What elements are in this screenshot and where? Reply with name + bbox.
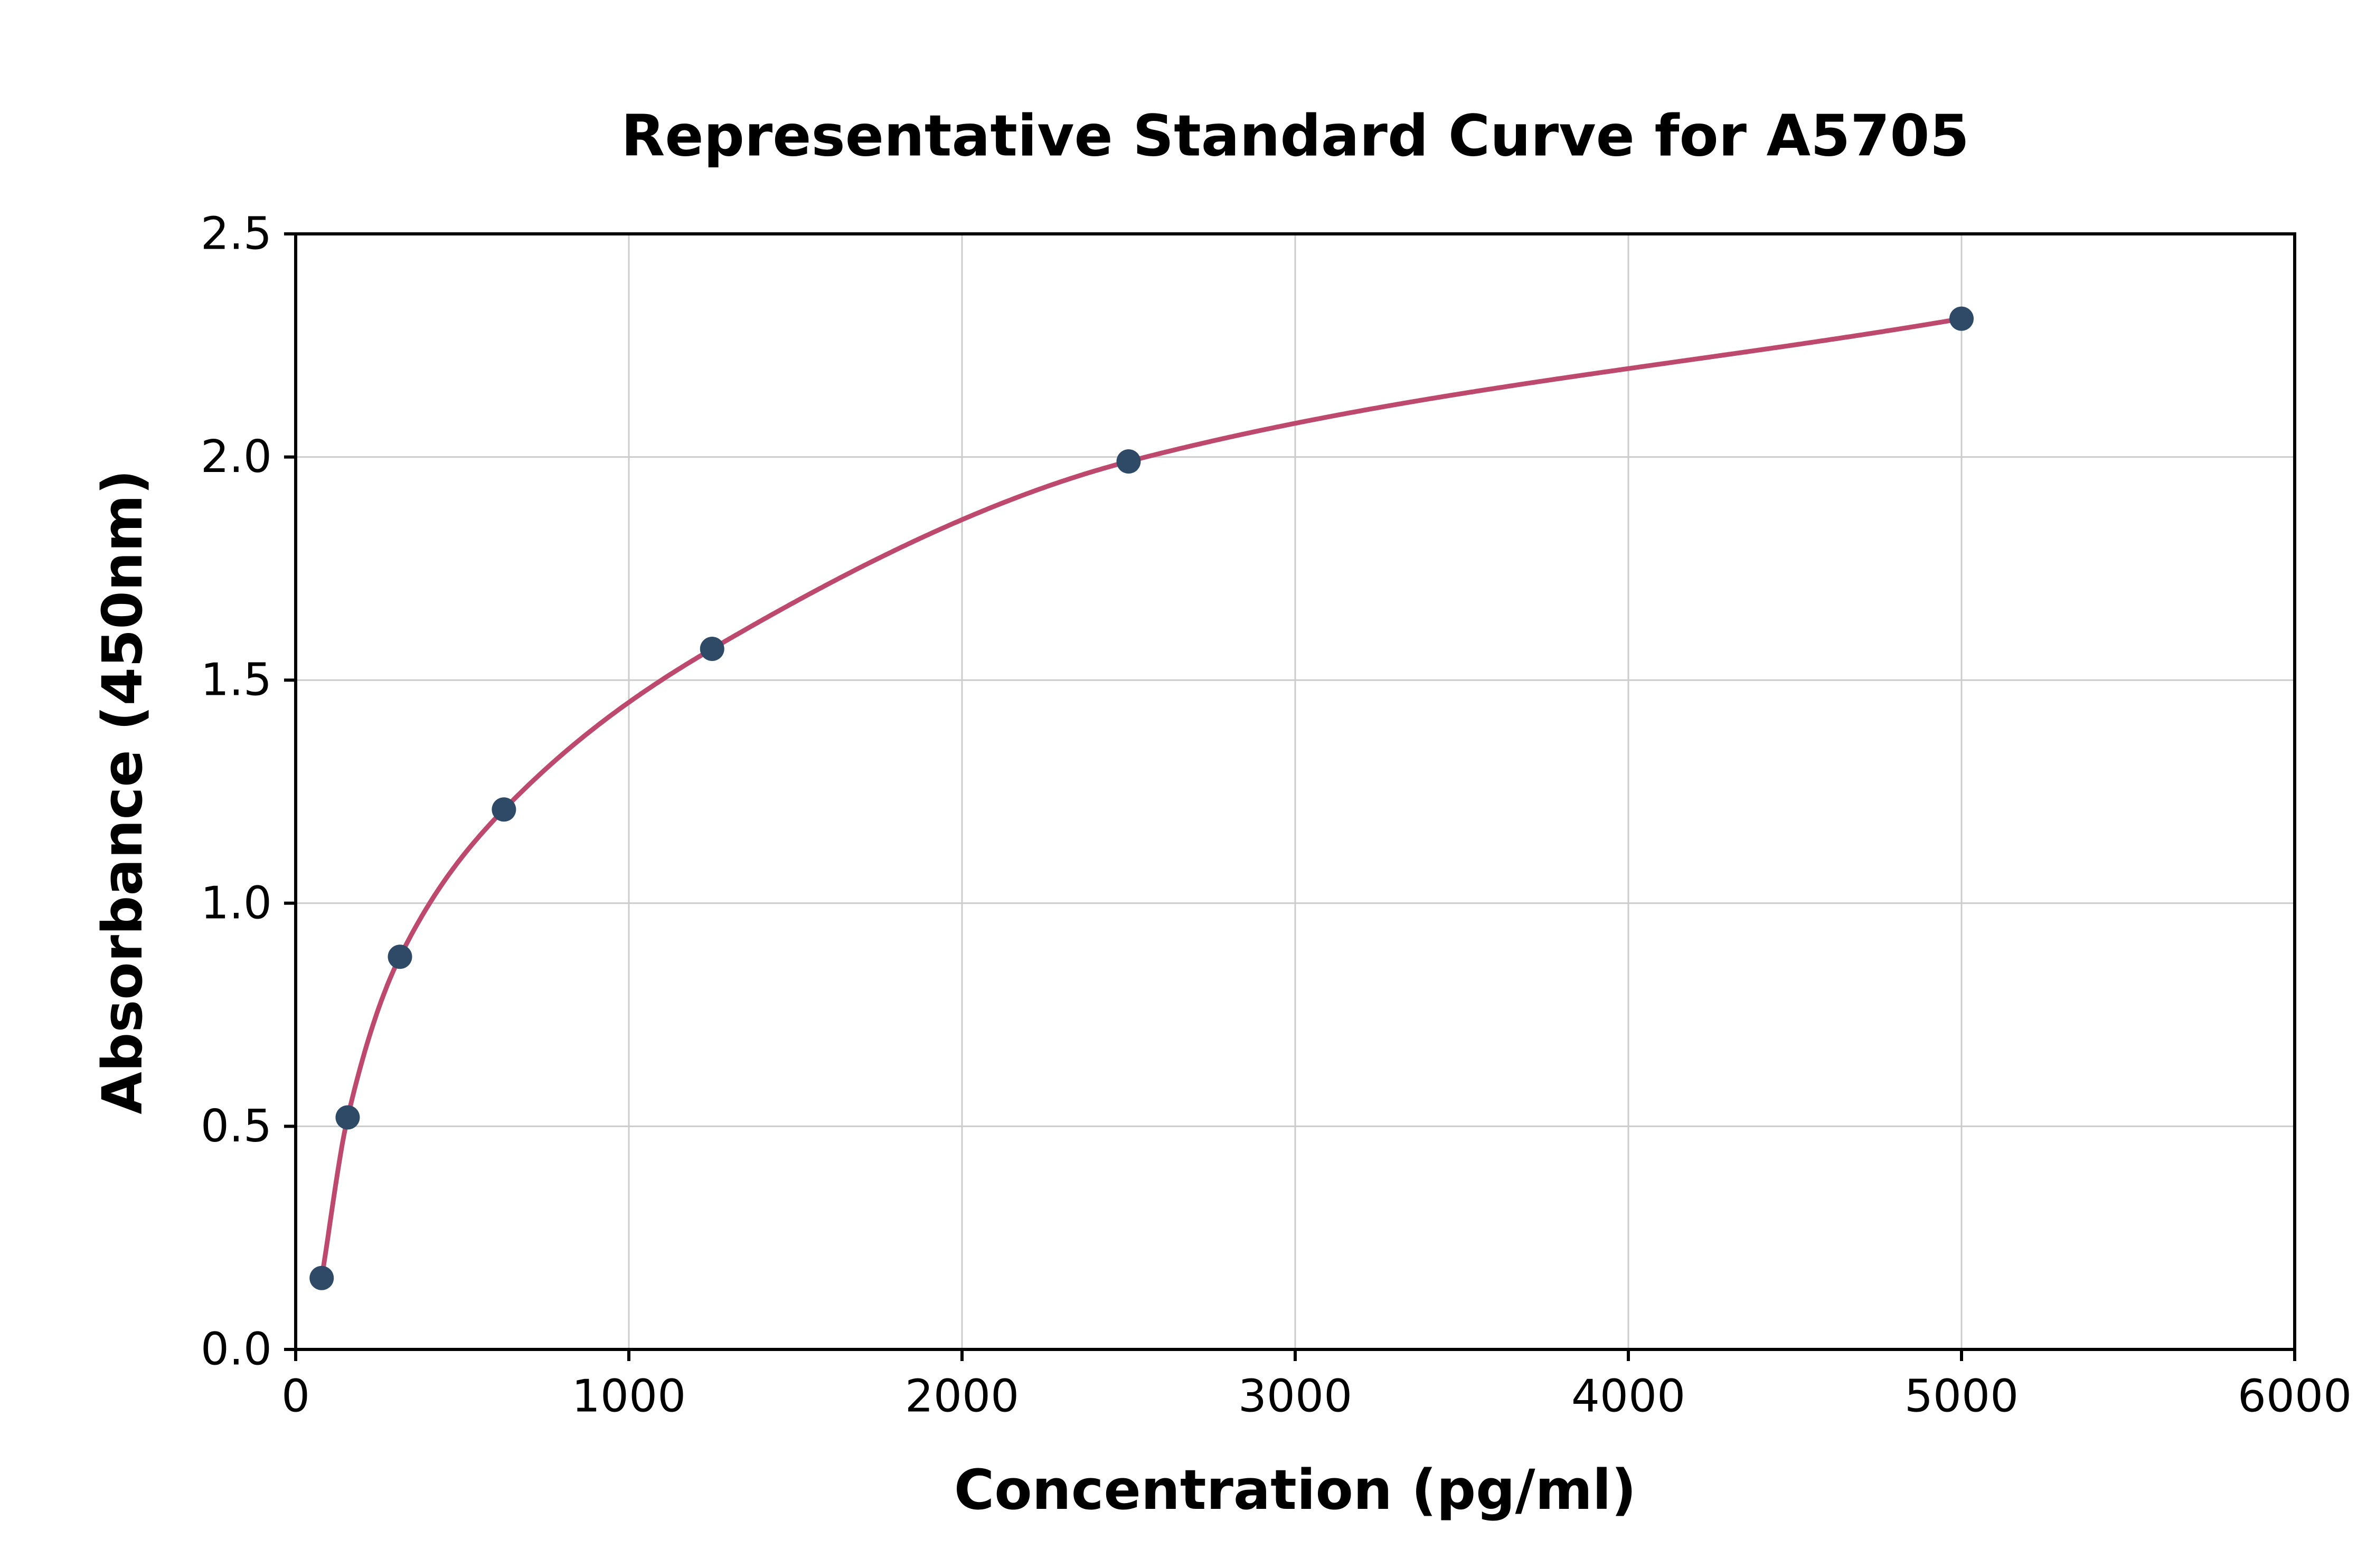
y-tick-label: 0.5 (201, 1100, 272, 1153)
data-point (309, 1265, 334, 1290)
grid-lines (295, 233, 2296, 1350)
chart-title: Representative Standard Curve for A5705 (621, 103, 1969, 169)
x-axis-label: Concentration (pg/ml) (954, 1458, 1637, 1522)
y-tick-label: 2.0 (201, 431, 272, 483)
x-tick-label: 4000 (1571, 1370, 1685, 1422)
data-points (309, 306, 1974, 1290)
x-tick-label: 2000 (905, 1370, 1019, 1422)
x-tick-label: 3000 (1238, 1370, 1352, 1422)
x-tick-label: 0 (281, 1370, 310, 1422)
data-point (335, 1105, 360, 1130)
plot-border (294, 232, 2296, 1351)
y-tick-label: 1.5 (201, 654, 272, 706)
fit-curve (319, 316, 1964, 1281)
y-tick-label: 2.5 (201, 208, 272, 260)
data-point (1116, 449, 1141, 474)
data-point (1949, 306, 1974, 331)
axis-ticks: 0 1000 2000 3000 4000 5000 6000 0.0 0.5 1.0 1.5 2.0… (201, 208, 2352, 1423)
x-tick-label: 6000 (2238, 1370, 2352, 1422)
x-tick-label: 1000 (572, 1370, 686, 1422)
y-tick-label: 1.0 (201, 877, 272, 929)
data-point (700, 637, 724, 662)
data-point (492, 797, 516, 822)
x-tick-label: 5000 (1904, 1370, 2019, 1422)
data-point (388, 944, 412, 969)
y-tick-label: 0.0 (201, 1324, 272, 1376)
